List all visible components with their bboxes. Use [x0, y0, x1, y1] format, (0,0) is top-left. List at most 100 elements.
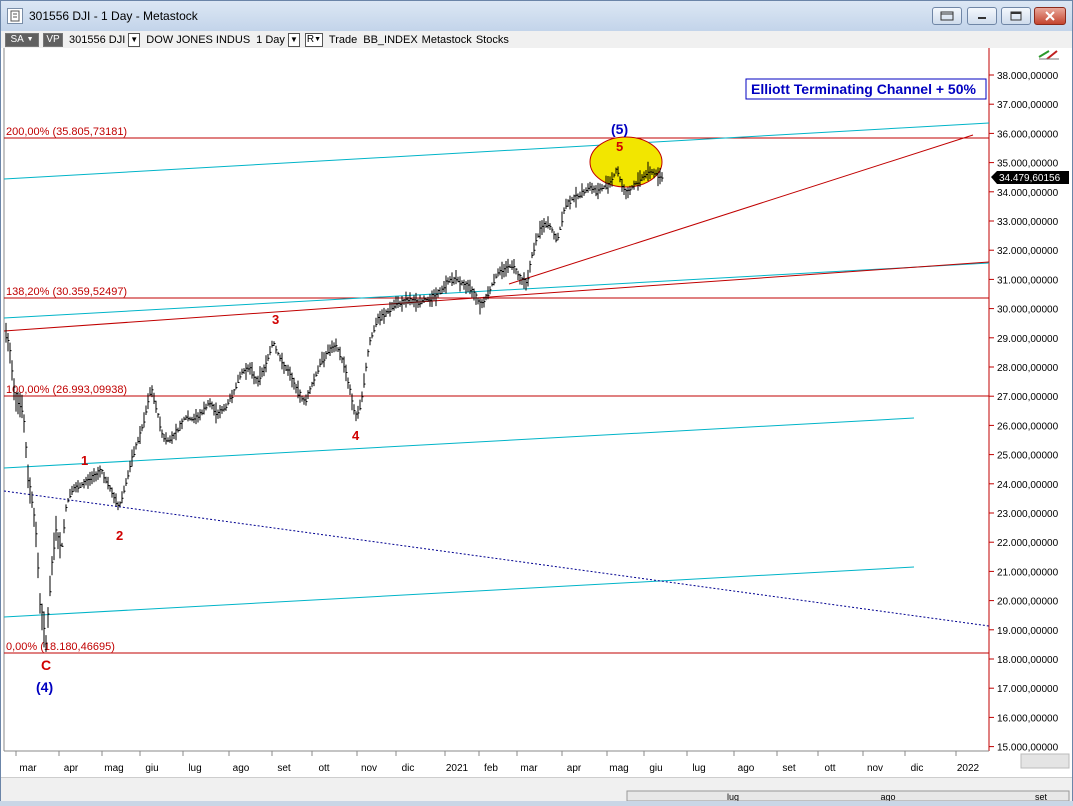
chart-title-box — [745, 78, 987, 100]
navigator-tick-label: lug — [727, 792, 739, 801]
x-tick-label: apr — [567, 763, 582, 774]
wave-label-4-major: (4) — [36, 679, 53, 695]
dropdown-arrow-icon: ▼ — [26, 36, 34, 43]
wave-label-1: 1 — [81, 453, 88, 468]
security-name-label: DOW JONES INDUS — [146, 33, 251, 46]
chart-tools-icon[interactable] — [1038, 50, 1059, 60]
trendline-red-1 — [3, 261, 990, 332]
chart-toolbar: SA ▼ VP 301556 DJI ▼ DOW JONES INDUS 1 D… — [1, 31, 1072, 48]
y-axis: 38.000,00000 37.000,00000 36.000,00000 35.0… — [989, 71, 1059, 754]
last-price-tag — [991, 171, 1069, 184]
symbol-dropdown[interactable]: ▼ — [128, 32, 141, 47]
period-label: 1 Day — [256, 33, 285, 46]
channel-upper-line — [3, 122, 990, 180]
mdi-restore-button[interactable] — [932, 7, 962, 25]
dropdown-arrow-icon: ▼ — [314, 36, 321, 43]
sa-label: SA — [10, 34, 24, 45]
period-dropdown[interactable]: ▼ — [287, 32, 300, 47]
y-tick-label: 35.000,00000 — [997, 159, 1059, 170]
minimize-button[interactable] — [967, 7, 997, 25]
y-tick-label: 16.000,00000 — [997, 713, 1059, 724]
chart-title: Elliott Terminating Channel + 50% — [751, 81, 976, 97]
wave-label-5: 5 — [616, 139, 623, 154]
x-tick-label: 2022 — [957, 763, 980, 774]
price-bars — [5, 161, 664, 652]
y-tick-label: 19.000,00000 — [997, 626, 1059, 637]
x-tick-label: giu — [649, 763, 662, 774]
y-tick-label: 18.000,00000 — [997, 655, 1059, 666]
x-tick-label: dic — [402, 763, 415, 774]
title-bar[interactable]: 301556 DJI - 1 Day - Metastock — [1, 1, 1072, 31]
r-button[interactable]: R ▼ — [304, 32, 323, 47]
close-button[interactable] — [1034, 7, 1066, 25]
source-label: Metastock — [421, 33, 472, 46]
x-tick-label: 2021 — [446, 763, 469, 774]
fib-0-label: 0,00% (18.180,46695) — [6, 641, 115, 653]
x-tick-label: ago — [233, 763, 250, 774]
trendline-red-2 — [508, 134, 974, 285]
channel-line-2 — [3, 262, 990, 319]
time-navigator[interactable]: lug ago set — [1, 776, 1072, 802]
x-tick-label: giu — [145, 763, 158, 774]
mode-label: Trade — [328, 33, 358, 46]
x-tick-label: set — [782, 763, 796, 774]
navigator-range[interactable] — [626, 790, 1070, 802]
fib-138-label: 138,20% (30.359,52497) — [6, 286, 127, 298]
x-tick-label: ott — [824, 763, 835, 774]
zoom-scroll-handle[interactable] — [1020, 753, 1070, 769]
y-tick-label: 31.000,00000 — [997, 275, 1059, 286]
sa-button[interactable]: SA ▼ — [5, 32, 39, 47]
y-tick-label: 37.000,00000 — [997, 100, 1059, 111]
wave-label-c: C — [41, 657, 51, 673]
x-tick-label: lug — [188, 763, 201, 774]
maximize-button[interactable] — [1001, 7, 1031, 25]
trendline-dotted — [3, 490, 990, 627]
x-axis: mar apr mag giu lug ago set ott nov dic 2021 feb mar… — [15, 751, 980, 774]
wave-label-2: 2 — [116, 528, 123, 543]
wave-label-5-major: (5) — [611, 121, 628, 137]
x-tick-label: mar — [19, 763, 37, 774]
close-icon — [1045, 11, 1055, 21]
x-tick-label: set — [277, 763, 291, 774]
x-tick-label: lug — [692, 763, 705, 774]
overview-strip[interactable]: lug ago set — [1, 776, 1072, 802]
vp-label: VP — [46, 34, 60, 45]
chart-area[interactable]: 38.000,00000 37.000,00000 36.000,00000 35.0… — [1, 48, 1072, 777]
y-tick-label: 17.000,00000 — [997, 684, 1059, 695]
x-tick-label: mag — [609, 763, 628, 774]
y-tick-label: 29.000,00000 — [997, 334, 1059, 345]
maximize-icon — [1010, 11, 1022, 21]
last-price-value: 34.479,60156 — [999, 173, 1061, 184]
x-tick-label: feb — [484, 763, 498, 774]
x-tick-label: dic — [911, 763, 924, 774]
navigator-tick-label: ago — [880, 792, 895, 801]
y-tick-label: 26.000,00000 — [997, 421, 1059, 432]
y-tick-label: 21.000,00000 — [997, 567, 1059, 578]
y-tick-label: 34.000,00000 — [997, 188, 1059, 199]
index-label: BB_INDEX — [363, 33, 418, 46]
minimize-icon — [978, 17, 986, 19]
y-tick-label: 27.000,00000 — [997, 392, 1059, 403]
dropdown-arrow-icon: ▼ — [130, 35, 139, 44]
y-tick-label: 36.000,00000 — [997, 129, 1059, 140]
y-tick-label: 24.000,00000 — [997, 480, 1059, 491]
restore-icon — [940, 11, 954, 21]
y-tick-label: 28.000,00000 — [997, 363, 1059, 374]
type-label: Stocks — [475, 33, 509, 46]
navigator-tick-label: set — [1035, 792, 1048, 801]
document-icon — [7, 8, 23, 24]
y-tick-label: 30.000,00000 — [997, 305, 1059, 316]
y-tick-label: 33.000,00000 — [997, 217, 1059, 228]
vp-button[interactable]: VP — [43, 32, 63, 47]
x-tick-label: ago — [738, 763, 755, 774]
dropdown-arrow-icon: ▼ — [289, 35, 298, 44]
x-tick-label: nov — [361, 763, 377, 774]
y-tick-label: 25.000,00000 — [997, 451, 1059, 462]
price-chart[interactable]: 38.000,00000 37.000,00000 36.000,00000 35.0… — [1, 48, 1072, 777]
x-tick-label: mar — [520, 763, 538, 774]
y-tick-label: 20.000,00000 — [997, 597, 1059, 608]
navigator-ticks: lug ago set — [727, 792, 1048, 802]
x-tick-label: nov — [867, 763, 883, 774]
x-tick-label: mag — [104, 763, 123, 774]
